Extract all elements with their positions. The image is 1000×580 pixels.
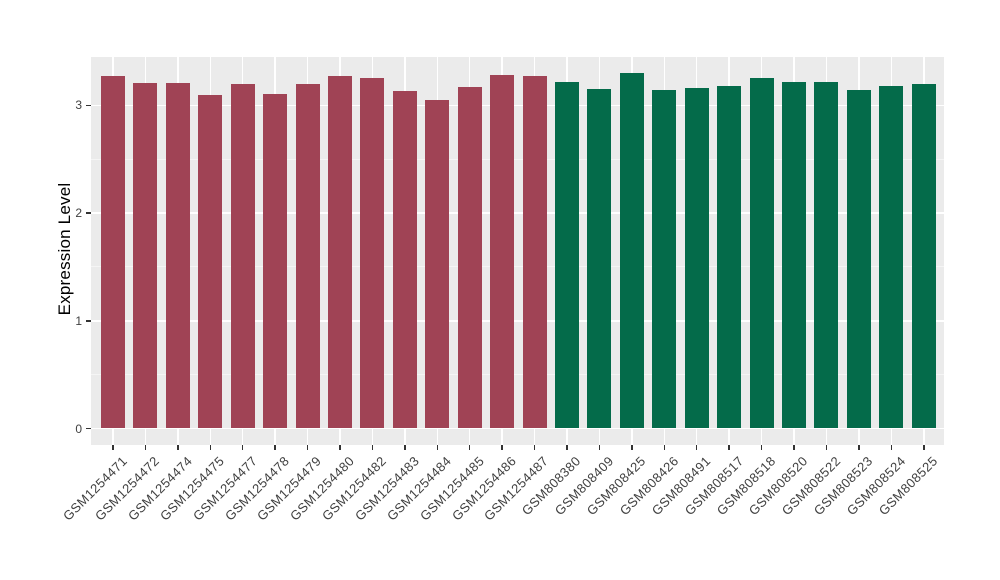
x-tick <box>339 445 341 450</box>
gridline-major <box>91 427 944 430</box>
x-tick <box>371 445 374 450</box>
x-tick <box>274 445 276 450</box>
y-tick <box>86 104 91 107</box>
bar-GSM1254486 <box>490 75 515 429</box>
x-tick <box>793 445 795 450</box>
bar-GSM1254483 <box>392 91 417 429</box>
x-tick <box>663 445 666 450</box>
bar-GSM1254472 <box>133 82 158 429</box>
bar-GSM1254477 <box>230 83 255 429</box>
x-tick <box>533 445 536 450</box>
x-tick <box>858 445 860 450</box>
bar-GSM808426 <box>652 90 677 429</box>
x-tick <box>306 445 309 450</box>
bar-GSM808525 <box>911 83 936 429</box>
y-tick <box>86 320 91 322</box>
x-tick <box>566 445 568 450</box>
bar-GSM1254478 <box>263 93 288 429</box>
x-tick <box>695 445 698 450</box>
bar-GSM808380 <box>555 81 580 429</box>
bar-GSM1254475 <box>198 94 223 429</box>
x-tick <box>631 445 633 450</box>
bar-GSM1254487 <box>522 76 547 429</box>
bar-GSM808523 <box>846 90 871 429</box>
gridline-minor <box>91 266 944 268</box>
x-tick <box>144 445 147 450</box>
gridline-minor <box>91 158 944 160</box>
x-tick <box>241 445 244 450</box>
x-tick <box>209 445 212 450</box>
bar-GSM1254485 <box>457 87 482 429</box>
x-tick <box>923 445 925 450</box>
gridline-minor <box>91 374 944 376</box>
plot-panel <box>91 57 944 445</box>
x-tick <box>501 445 503 450</box>
bar-GSM1254480 <box>328 76 352 429</box>
x-tick <box>177 445 179 450</box>
x-tick <box>468 445 471 450</box>
y-axis-title: Expression Level <box>55 182 74 316</box>
bar-GSM1254471 <box>101 76 125 429</box>
bar-GSM1254479 <box>295 83 320 429</box>
bar-GSM1254482 <box>360 78 385 429</box>
bar-GSM1254474 <box>165 82 190 429</box>
y-tick <box>86 427 91 430</box>
bar-GSM808518 <box>749 78 774 429</box>
bar-GSM808491 <box>684 88 709 429</box>
bar-GSM808425 <box>619 73 644 429</box>
bar-GSM808517 <box>717 86 742 429</box>
x-tick <box>112 445 114 450</box>
gridline-major <box>91 104 944 107</box>
bar-GSM808522 <box>814 81 839 429</box>
bar-GSM808409 <box>587 89 612 429</box>
y-tick-label: 0 <box>75 421 82 436</box>
x-tick <box>890 445 893 450</box>
x-tick <box>598 445 601 450</box>
x-tick <box>760 445 763 450</box>
y-tick-label: 3 <box>75 98 82 113</box>
gridline-major <box>91 320 944 322</box>
x-tick <box>404 445 406 450</box>
x-tick <box>436 445 439 450</box>
x-tick <box>728 445 730 450</box>
bar-GSM1254484 <box>425 100 450 429</box>
bar-GSM808524 <box>879 86 904 429</box>
y-tick-label: 1 <box>75 313 82 328</box>
y-tick <box>86 212 91 214</box>
y-tick-label: 2 <box>75 206 82 221</box>
bar-GSM808520 <box>782 81 807 429</box>
gridline-major <box>91 212 944 214</box>
x-tick <box>825 445 828 450</box>
